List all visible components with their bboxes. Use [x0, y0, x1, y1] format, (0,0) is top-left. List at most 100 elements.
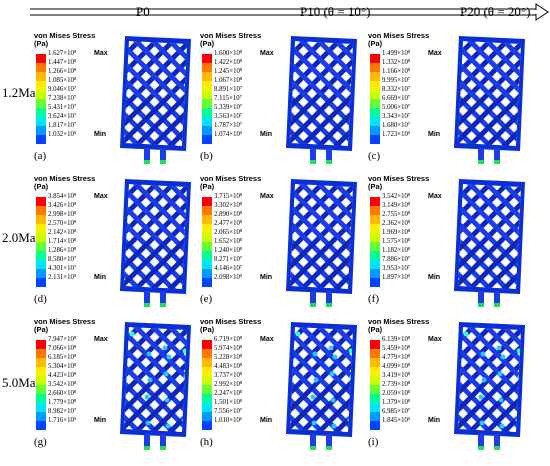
- legend-value: 2.059×10⁸: [382, 390, 411, 397]
- legend-value: 6.139×10⁸: [382, 336, 411, 343]
- legend-value: 3.953×10⁷: [382, 265, 411, 272]
- lattice-strut: [290, 41, 333, 146]
- lattice-strut: [458, 184, 518, 289]
- legend-value: 3.563×10⁷: [214, 113, 243, 120]
- legend-max-tag: Max: [94, 50, 108, 57]
- lattice-strut: [290, 41, 350, 146]
- legend-color-swatch: [36, 260, 46, 269]
- legend-color-swatch: [202, 197, 212, 206]
- legend-max-tag: Max: [428, 336, 442, 343]
- support-leg: [160, 148, 166, 164]
- legend-unit: (Pa): [200, 182, 215, 191]
- legend-title-text: von Mises Stress: [34, 31, 96, 40]
- stress-hotspot: [463, 331, 469, 337]
- legend-unit: (Pa): [34, 182, 49, 191]
- legend-colorbar: [36, 197, 46, 287]
- support-leg-tip: [326, 446, 332, 450]
- lattice-structure: [286, 322, 357, 450]
- lattice-strut: [290, 184, 353, 289]
- legend-min-tag: Min: [94, 131, 107, 138]
- legend-color-swatch: [370, 206, 380, 215]
- lattice-strut: [458, 327, 518, 432]
- legend-color-swatch: [36, 251, 46, 260]
- lattice-strut: [493, 327, 521, 432]
- lattice-strut: [290, 41, 353, 146]
- lattice-strut: [124, 184, 184, 289]
- legend-color-swatch: [370, 135, 380, 144]
- legend-color-swatch: [202, 358, 212, 367]
- legend-value: 3.624×10⁷: [48, 113, 77, 120]
- stress-hotspot: [497, 371, 503, 377]
- legend-min-tag: Min: [428, 417, 441, 424]
- legend-value: 1.422×10⁸: [214, 59, 243, 66]
- lattice-strut: [124, 184, 187, 289]
- stress-hotspot: [498, 397, 504, 403]
- legend-value: 2.142×10⁸: [48, 229, 77, 236]
- legend-value: 3.542×10⁸: [48, 381, 77, 388]
- stress-legend: von Mises Stress (Pa) 6.139×10⁸ 5.459×10⁸ 4.…: [368, 318, 446, 436]
- legend-value: 7.066×10⁸: [48, 345, 77, 352]
- lattice-strut: [124, 41, 184, 146]
- legend-colorbar: [202, 54, 212, 144]
- legend-min-tag: Min: [94, 417, 107, 424]
- panel-label: (f): [368, 293, 379, 305]
- legend-value: 8.271×10⁷: [214, 256, 243, 263]
- lattice-strut: [124, 41, 187, 146]
- legend-color-swatch: [36, 81, 46, 90]
- stress-hotspot: [145, 420, 151, 426]
- legend-color-swatch: [370, 233, 380, 242]
- legend-color-swatch: [202, 376, 212, 385]
- legend-color-swatch: [202, 269, 212, 278]
- legend-color-swatch: [370, 108, 380, 117]
- legend-color-swatch: [370, 394, 380, 403]
- legend-value: 1.501×10⁸: [214, 399, 243, 406]
- legend-value: 1.714×10⁸: [48, 238, 77, 245]
- lattice-strut: [290, 41, 353, 146]
- support-leg: [478, 434, 484, 450]
- legend-colorbar: [36, 54, 46, 144]
- legend-value: 2.247×10⁸: [214, 390, 243, 397]
- panel-label: (c): [368, 150, 381, 162]
- panel-label: (d): [34, 293, 47, 305]
- legend-value: 7.238×10⁷: [48, 95, 77, 102]
- legend-value: 1.652×10⁸: [214, 238, 243, 245]
- stress-hotspot: [166, 354, 172, 360]
- legend-color-swatch: [36, 135, 46, 144]
- legend-value: 3.737×10⁸: [214, 372, 243, 379]
- legend-title-text: von Mises Stress: [200, 317, 262, 326]
- legend-value: 1.716×10⁵: [48, 417, 77, 424]
- legend-value: 1.182×10⁸: [382, 247, 411, 254]
- lattice-strut: [290, 184, 353, 289]
- legend-value: 6.185×10⁸: [48, 354, 77, 361]
- legend-value: 7.947×10⁸: [48, 336, 77, 343]
- stress-hotspot: [129, 331, 135, 337]
- stress-panel: von Mises Stress (Pa) 6.719×10⁸ 5.974×10⁸ 5.…: [200, 318, 360, 458]
- lattice-strut: [142, 184, 187, 289]
- stress-hotspot: [165, 423, 171, 429]
- legend-color-swatch: [202, 206, 212, 215]
- lattice-strut: [142, 327, 187, 432]
- legend-value: 6.669×10⁷: [382, 95, 411, 102]
- legend-value: 1.723×10⁵: [382, 131, 411, 138]
- stress-hotspot: [144, 394, 150, 400]
- legend-color-swatch: [36, 269, 46, 278]
- legend-title: von Mises Stress (Pa): [200, 175, 261, 191]
- lattice-strut: [458, 184, 521, 289]
- lattice-strut: [493, 184, 521, 289]
- legend-value: 5.006×10⁷: [382, 104, 411, 111]
- lattice-strut: [459, 184, 521, 289]
- legend-color-swatch: [202, 54, 212, 63]
- legend-color-swatch: [36, 206, 46, 215]
- legend-value: 2.755×10⁸: [382, 211, 411, 218]
- lattice-strut: [458, 41, 501, 146]
- lattice-strut: [290, 184, 333, 289]
- legend-color-swatch: [370, 385, 380, 394]
- legend-color-swatch: [202, 99, 212, 108]
- legend-value: 2.477×10⁸: [214, 220, 243, 227]
- legend-title: von Mises Stress (Pa): [200, 318, 261, 334]
- legend-color-swatch: [36, 90, 46, 99]
- legend-unit: (Pa): [368, 182, 383, 191]
- legend-unit: (Pa): [34, 39, 49, 48]
- stress-hotspot: [162, 345, 168, 351]
- support-leg-tip: [160, 446, 166, 450]
